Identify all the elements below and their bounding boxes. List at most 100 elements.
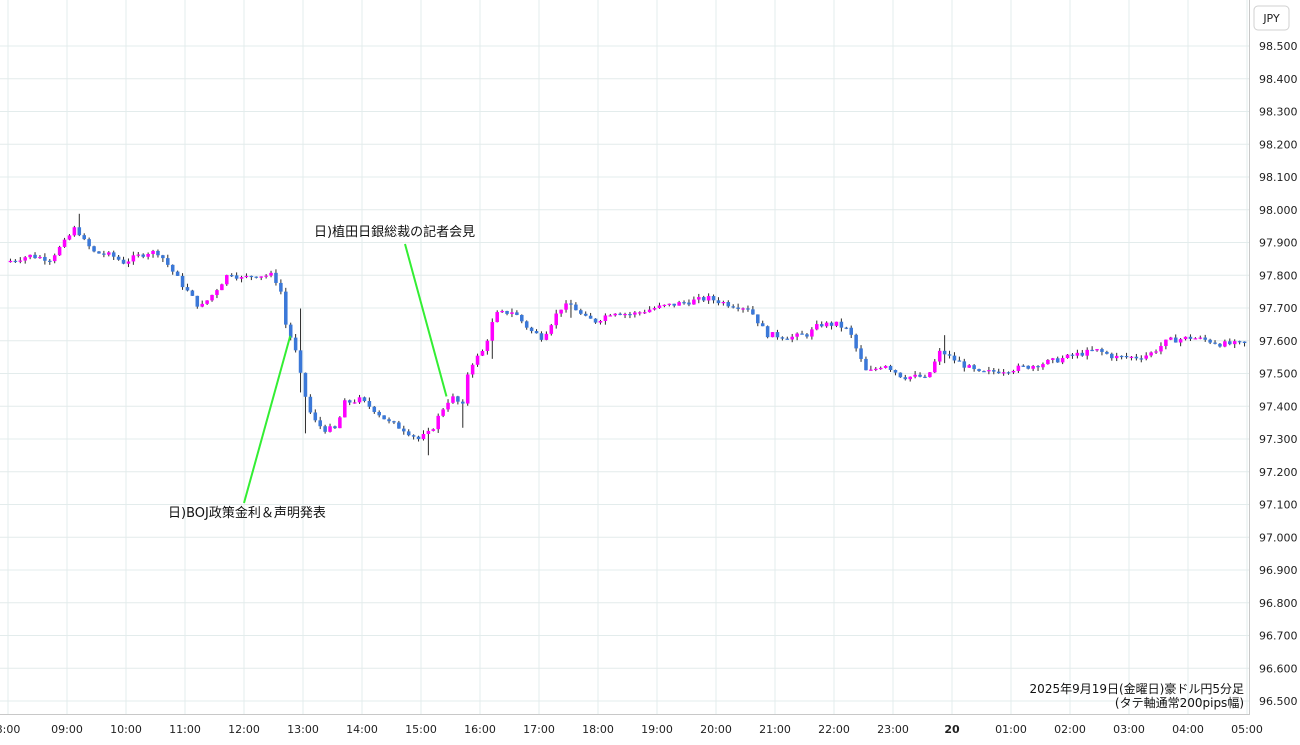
candle-body [244, 275, 249, 278]
candle-body [1065, 354, 1070, 359]
candle-body [1144, 355, 1148, 359]
candle-body [780, 337, 785, 339]
currency-label: JPY [1262, 12, 1280, 25]
candle-body [175, 271, 180, 276]
candle-body [731, 306, 735, 308]
candle-body [618, 313, 622, 315]
candle-body [116, 256, 121, 260]
candle-body [362, 397, 367, 402]
x-tick-label: 22:00 [818, 723, 850, 736]
candle-body [1001, 372, 1006, 374]
candle-body [1134, 356, 1139, 359]
candle-body [746, 308, 750, 310]
candle-body [382, 415, 386, 420]
candle-body [815, 324, 819, 330]
candle-body [583, 313, 588, 316]
candle-body [1232, 341, 1237, 345]
candle-body [760, 323, 765, 327]
candle-body [996, 371, 1001, 374]
axis-frame [0, 0, 1250, 715]
candle-body [451, 396, 455, 403]
candle-body [465, 374, 470, 404]
candle-body [633, 312, 637, 315]
candle-body [529, 327, 534, 332]
candle-body [48, 260, 52, 262]
candle-body [254, 276, 259, 278]
candle-body [303, 372, 308, 397]
candle-body [972, 365, 976, 370]
candle-body [741, 308, 745, 310]
candle-body [977, 369, 981, 372]
candle-body [623, 313, 627, 316]
candle-body [554, 313, 558, 326]
candle-body [834, 321, 839, 326]
candle-body [987, 370, 991, 372]
candle-body [701, 297, 706, 301]
candle-body [1149, 352, 1153, 356]
candle-body [97, 251, 101, 254]
candle-body [343, 400, 347, 418]
x-tick-label: 12:00 [228, 723, 260, 736]
y-tick-label: 98.000 [1259, 204, 1298, 217]
candle-body [298, 350, 303, 373]
candle-body [18, 260, 23, 262]
y-tick-label: 97.300 [1259, 433, 1298, 446]
candle-body [628, 313, 632, 316]
candle-body [854, 334, 858, 349]
x-tick-label: 14:00 [346, 723, 378, 736]
candle-body [1203, 337, 1207, 340]
candle-body [657, 305, 662, 309]
candle-body [33, 254, 37, 259]
candle-body [736, 307, 740, 309]
candle-body [1198, 337, 1203, 339]
x-tick-label: 11:00 [169, 723, 201, 736]
candle-body [1080, 352, 1085, 356]
candle-body [1154, 351, 1158, 353]
currency-badge[interactable]: JPY [1253, 5, 1290, 31]
candle-body [57, 246, 62, 256]
candle-body [166, 258, 170, 265]
candle-body [23, 257, 27, 261]
x-tick-label: 23:00 [877, 723, 909, 736]
candle-body [387, 419, 391, 422]
candle-body [918, 374, 922, 377]
candle-body [38, 256, 42, 259]
candle-body [947, 354, 952, 356]
candle-body [864, 358, 868, 371]
candle-body [1188, 336, 1193, 339]
candle-body [859, 348, 863, 359]
candle-body [1159, 346, 1163, 352]
candle-body [1041, 364, 1045, 368]
candle-body [426, 430, 431, 434]
y-axis: 98.500 98.400 98.300 98.200 98.100 98.000 97.9… [1259, 40, 1298, 708]
candle-body [642, 312, 647, 314]
candle-body [77, 227, 82, 236]
candle-body [367, 401, 372, 407]
candle-body [126, 261, 131, 264]
candle-body [795, 333, 799, 337]
candle-body [13, 260, 18, 263]
candle-body [43, 256, 47, 261]
candle-body [205, 300, 209, 304]
candle-body [505, 310, 509, 314]
candle-body [574, 304, 578, 311]
x-tick-label: 20 [944, 723, 960, 736]
candle-body [903, 377, 908, 380]
candle-body [210, 294, 214, 301]
candle-body [613, 313, 617, 316]
candle-body [1183, 336, 1188, 340]
candle-body [1021, 365, 1026, 367]
candle-body [888, 365, 893, 371]
candle-body [937, 350, 942, 362]
candle-body [279, 282, 283, 292]
x-tick-label: 18:00 [582, 723, 614, 736]
candle-body [470, 364, 475, 375]
candle-body [711, 296, 716, 301]
candle-body [328, 426, 332, 432]
candle-body [952, 355, 957, 361]
candle-body [156, 250, 160, 256]
candle-body [913, 374, 917, 377]
candle-body [234, 275, 239, 279]
candle-body [284, 291, 288, 325]
candle-body [436, 415, 440, 430]
